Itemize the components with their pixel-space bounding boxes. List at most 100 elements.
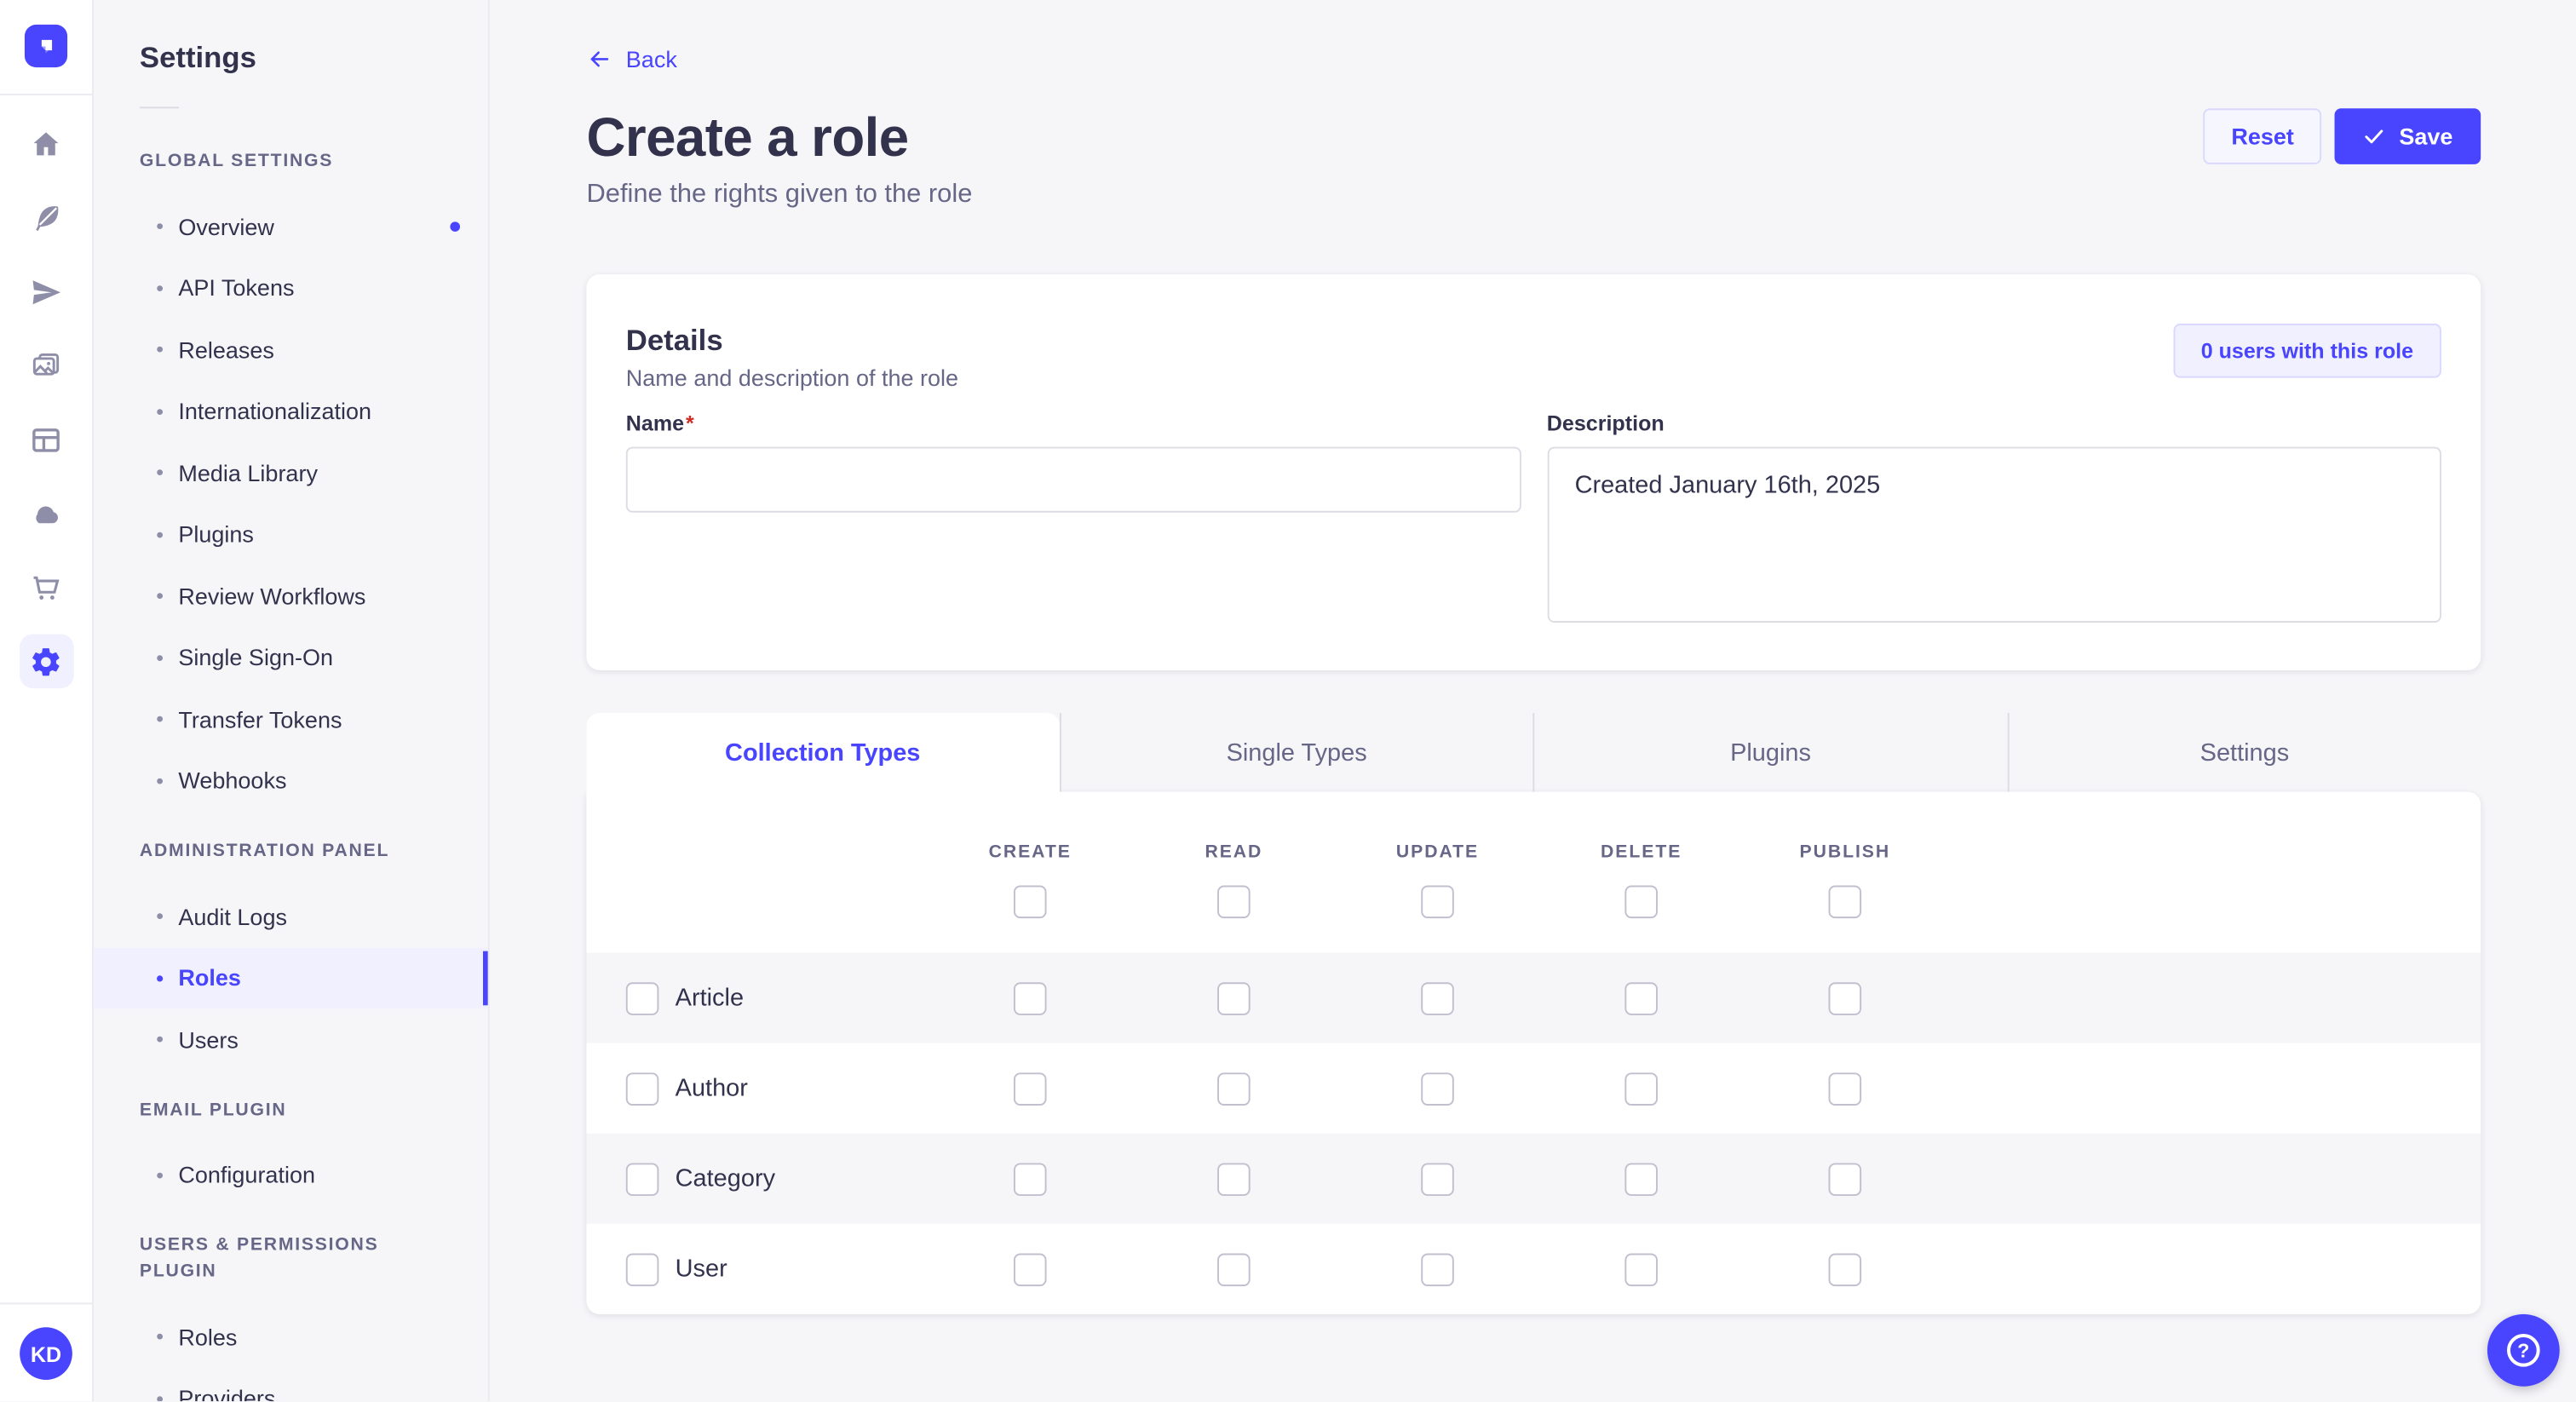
- paper-plane-icon[interactable]: [19, 265, 73, 319]
- select-all-update-checkbox[interactable]: [1421, 885, 1454, 919]
- checkbox-category-create[interactable]: [1013, 1162, 1047, 1196]
- select-all-publish-checkbox[interactable]: [1828, 885, 1862, 919]
- users-with-role-button[interactable]: 0 users with this role: [2172, 323, 2441, 378]
- checkbox-category-publish[interactable]: [1828, 1162, 1862, 1196]
- column-header-update: UPDATE: [1395, 842, 1480, 863]
- checkbox-user-read[interactable]: [1217, 1252, 1251, 1286]
- permission-checkbox-cell: [1132, 981, 1336, 1014]
- media-library-icon[interactable]: [19, 338, 73, 393]
- sidebar-item-label: Users: [178, 1026, 239, 1053]
- tab-single-types[interactable]: Single Types: [1058, 713, 1532, 792]
- row-name-cell: User: [587, 1252, 929, 1286]
- permission-checkbox-cell: [1336, 1162, 1539, 1196]
- sidebar-section-header: EMAIL PLUGIN: [139, 1100, 287, 1120]
- sidebar-item-releases[interactable]: • Releases: [94, 319, 488, 380]
- permission-row-author: Author: [587, 1043, 2481, 1134]
- sidebar-item-api-tokens[interactable]: • API Tokens: [94, 257, 488, 319]
- tab-settings[interactable]: Settings: [2006, 713, 2481, 792]
- sidebar-item-internationalization[interactable]: • Internationalization: [94, 380, 488, 441]
- settings-gear-icon[interactable]: [19, 634, 73, 689]
- sidebar-item-users[interactable]: • Users: [94, 1008, 488, 1070]
- cart-icon[interactable]: [19, 560, 73, 615]
- reset-button[interactable]: Reset: [2203, 108, 2322, 164]
- permission-row-user: User: [587, 1224, 2481, 1314]
- sidebar-item-roles[interactable]: • Roles: [94, 1306, 488, 1367]
- sidebar-item-configuration[interactable]: • Configuration: [94, 1144, 488, 1205]
- sidebar-item-media-library[interactable]: • Media Library: [94, 442, 488, 503]
- description-textarea[interactable]: Created January 16th, 2025: [1546, 446, 2441, 623]
- checkbox-article-update[interactable]: [1421, 981, 1454, 1014]
- bullet-icon: •: [156, 521, 164, 547]
- name-input[interactable]: [625, 446, 1521, 513]
- cloud-icon[interactable]: [19, 486, 73, 541]
- sidebar-item-single-sign-on[interactable]: • Single Sign-On: [94, 627, 488, 688]
- checkbox-user-delete[interactable]: [1624, 1252, 1658, 1286]
- settings-sidebar: Settings GLOBAL SETTINGS • Overview • API To…: [93, 0, 490, 1402]
- layout-icon[interactable]: [19, 412, 73, 467]
- home-icon[interactable]: [19, 117, 73, 171]
- sidebar-item-overview[interactable]: • Overview: [94, 196, 488, 257]
- checkbox-category-read[interactable]: [1217, 1162, 1251, 1196]
- checkbox-author-delete[interactable]: [1624, 1072, 1658, 1105]
- header-checkbox-cell: [1743, 885, 1946, 919]
- sidebar-item-label: Internationalization: [178, 398, 372, 425]
- row-label: Category: [675, 1164, 776, 1193]
- select-row-article-checkbox[interactable]: [625, 981, 659, 1014]
- sidebar-item-label: Roles: [178, 964, 241, 991]
- checkbox-author-read[interactable]: [1217, 1072, 1251, 1105]
- sidebar-section-email-plugin: EMAIL PLUGIN • Configuration: [94, 1096, 488, 1205]
- strapi-logo-icon[interactable]: [24, 24, 68, 68]
- details-subtitle: Name and description of the role: [625, 365, 959, 392]
- checkbox-author-create[interactable]: [1013, 1072, 1047, 1105]
- checkbox-user-update[interactable]: [1421, 1252, 1454, 1286]
- checkbox-article-delete[interactable]: [1624, 981, 1658, 1014]
- feather-icon[interactable]: [19, 191, 73, 245]
- save-button[interactable]: Save: [2335, 108, 2481, 164]
- help-button[interactable]: ?: [2487, 1313, 2560, 1387]
- checkbox-article-read[interactable]: [1217, 981, 1251, 1014]
- checkbox-user-create[interactable]: [1013, 1252, 1047, 1286]
- permissions-tabs: Collection Types Single Types Plugins Setti…: [586, 713, 2481, 792]
- sidebar-item-review-workflows[interactable]: • Review Workflows: [94, 565, 488, 626]
- checkbox-category-update[interactable]: [1421, 1162, 1454, 1196]
- permission-checkbox-cell: [1132, 1162, 1336, 1196]
- select-all-delete-checkbox[interactable]: [1624, 885, 1658, 919]
- sidebar-item-label: Configuration: [178, 1162, 315, 1188]
- sidebar-item-label: Media Library: [178, 459, 318, 486]
- sidebar-sections: GLOBAL SETTINGS • Overview • API Tokens • Rele…: [93, 148, 488, 1401]
- sidebar-item-providers[interactable]: • Providers: [94, 1368, 488, 1401]
- tab-collection-types[interactable]: Collection Types: [586, 713, 1059, 792]
- select-row-category-checkbox[interactable]: [625, 1162, 659, 1196]
- sidebar-item-webhooks[interactable]: • Webhooks: [94, 750, 488, 811]
- rail-divider: [0, 1302, 93, 1305]
- checkbox-article-publish[interactable]: [1828, 981, 1862, 1014]
- header-checkbox-cell: [1132, 885, 1336, 919]
- bullet-icon: •: [156, 583, 164, 609]
- sidebar-item-label: Overview: [178, 213, 274, 240]
- sidebar-item-roles[interactable]: • Roles: [93, 946, 488, 1009]
- required-asterisk: *: [686, 411, 694, 436]
- sidebar-item-plugins[interactable]: • Plugins: [94, 503, 488, 565]
- select-row-user-checkbox[interactable]: [625, 1252, 659, 1286]
- checkbox-author-publish[interactable]: [1828, 1072, 1862, 1105]
- back-link[interactable]: Back: [587, 44, 677, 74]
- checkbox-article-create[interactable]: [1013, 981, 1047, 1014]
- select-all-read-checkbox[interactable]: [1217, 885, 1251, 919]
- checkbox-user-publish[interactable]: [1828, 1252, 1862, 1286]
- sidebar-item-audit-logs[interactable]: • Audit Logs: [94, 886, 488, 947]
- sidebar-item-transfer-tokens[interactable]: • Transfer Tokens: [94, 688, 488, 750]
- permissions-rows: Article Author Category User: [586, 952, 2481, 1314]
- permission-checkbox-cell: [1743, 1072, 1946, 1105]
- avatar[interactable]: KD: [20, 1327, 72, 1381]
- tab-plugins[interactable]: Plugins: [1532, 713, 2006, 792]
- select-all-create-checkbox[interactable]: [1013, 885, 1047, 919]
- permission-row-category: Category: [586, 1133, 2481, 1224]
- checkbox-author-update[interactable]: [1421, 1072, 1454, 1105]
- sidebar-item-label: Single Sign-On: [178, 644, 333, 671]
- permission-checkbox-cell: [929, 1162, 1132, 1196]
- checkbox-category-delete[interactable]: [1624, 1162, 1658, 1196]
- select-row-author-checkbox[interactable]: [625, 1072, 659, 1105]
- column-header-create: CREATE: [988, 842, 1072, 863]
- row-label: User: [675, 1255, 727, 1284]
- rail-divider: [0, 93, 93, 95]
